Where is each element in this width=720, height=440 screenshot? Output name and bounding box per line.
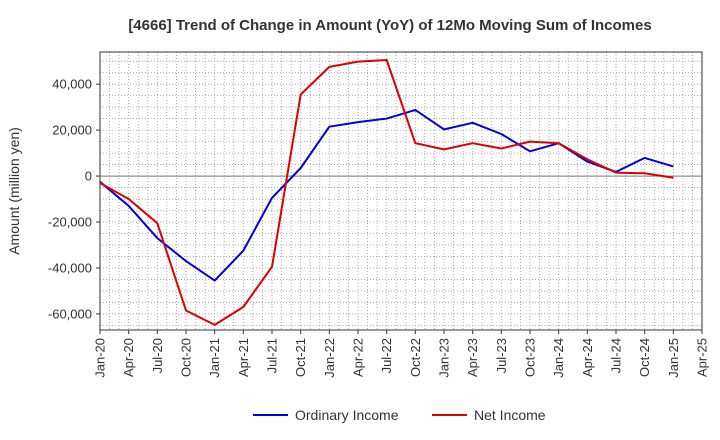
x-tick-label: Oct-20 [179,338,194,377]
x-tick-label: Jan-24 [551,338,566,378]
y-tick-label: 20,000 [52,123,92,138]
y-tick-label: 40,000 [52,77,92,92]
x-tick-label: Oct-22 [408,338,423,377]
series-lines [99,59,674,326]
series-line-net-income [99,59,674,326]
x-tick-label: Jul-23 [494,338,509,373]
x-tick-label: Oct-21 [293,338,308,377]
legend-label: Ordinary Income [295,407,399,423]
series-line-ordinary-income [99,108,674,282]
plot-frame [99,51,703,331]
y-axis-ticks: -60,000 -40,000 -20,000 0 20,000 40,000 [48,77,100,321]
x-tick-label: Apr-23 [465,338,480,377]
grid [100,52,702,330]
x-axis-ticks: Jan-20 Apr-20 Jul-20 Oct-20 Jan-21 Apr-21 Jul-… [93,330,710,378]
y-tick-label: -60,000 [48,306,92,321]
x-tick-label: Jan-23 [437,338,452,378]
y-tick-label: -20,000 [48,215,92,230]
x-tick-label: Jan-25 [666,338,681,378]
x-tick-label: Apr-21 [236,338,251,377]
x-tick-label: Jul-20 [150,338,165,373]
y-tick-label: 0 [85,169,92,184]
legend: Ordinary Income Net Income [253,407,546,423]
x-tick-label: Jul-21 [265,338,280,373]
x-tick-label: Apr-25 [695,338,710,377]
x-tick-label: Jul-24 [609,338,624,373]
legend-label: Net Income [474,407,546,423]
y-tick-label: -40,000 [48,260,92,275]
y-axis-label: Amount (million yen) [6,127,22,255]
x-tick-label: Oct-23 [523,338,538,377]
x-tick-label: Jan-21 [207,338,222,378]
x-tick-label: Apr-20 [121,338,136,377]
x-tick-label: Jul-22 [379,338,394,373]
x-tick-label: Apr-22 [351,338,366,377]
x-tick-label: Jan-20 [93,338,108,378]
chart-title: [4666] Trend of Change in Amount (YoY) o… [128,17,651,34]
x-tick-label: Oct-24 [637,338,652,377]
x-tick-label: Apr-24 [580,338,595,377]
x-tick-label: Jan-22 [322,338,337,378]
